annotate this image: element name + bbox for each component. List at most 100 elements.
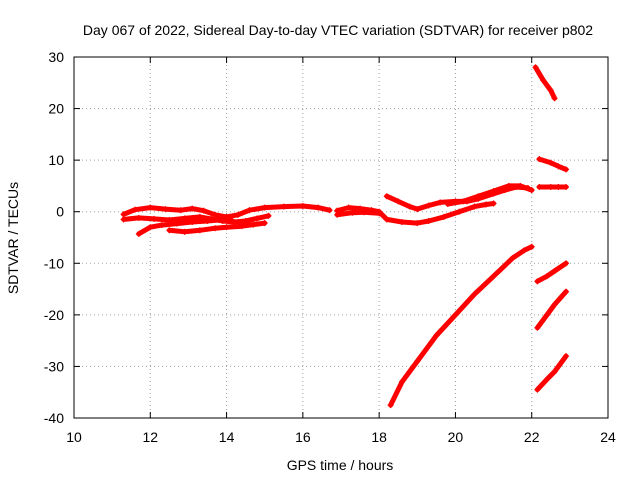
data-series [121,203,333,220]
data-point [315,204,322,211]
data-point [250,221,257,228]
y-tick-label: -20 [44,307,64,323]
data-point [433,332,440,339]
y-tick-label: -10 [44,255,64,271]
data-point [563,260,570,267]
data-point [551,368,558,375]
data-point [387,402,394,409]
data-point [475,193,482,200]
data-point [534,386,541,393]
y-tick-label: -40 [44,410,64,426]
data-point [212,225,219,232]
data-point [563,166,570,173]
data-point [543,376,550,383]
grid-lines [74,57,608,418]
data-series [388,244,535,408]
data-point [242,217,249,224]
data-point [528,243,535,250]
data-point [200,207,207,214]
x-tick-label: 12 [142,429,158,445]
data-point [563,183,570,190]
data-point [414,220,421,227]
data-point [196,227,203,234]
data-point [444,200,451,207]
data-point [540,77,547,84]
data-point [147,224,154,231]
y-tick-label: 30 [48,49,64,65]
data-point [135,214,142,221]
data-point [299,203,306,210]
data-point [534,278,541,285]
data-point [425,202,432,209]
data-point [543,273,550,280]
data-point [147,204,154,211]
data-point [261,220,268,227]
data-series [534,260,569,284]
axis-ticks: 10 12 14 16 18 20 22 24 -40 -30 -20 -10 0 10 20 30 [44,49,616,445]
series-trace [534,353,569,393]
data-point [543,311,550,318]
series-trace [334,209,382,218]
data-point [482,201,489,208]
x-tick-label: 10 [66,429,82,445]
data-point [517,182,524,189]
data-point [162,206,169,213]
data-point [166,227,173,234]
data-point [215,216,222,223]
data-point [181,228,188,235]
x-tick-label: 14 [219,429,235,445]
data-point [414,358,421,365]
data-point [383,193,390,200]
data-series [536,156,569,172]
data-point [196,213,203,220]
data-point [547,183,554,190]
data-point [231,219,238,226]
data-point [547,159,554,166]
data-point [227,215,234,222]
series-trace [533,64,558,101]
chart-title: Day 067 of 2022, Sidereal Day-to-day VTE… [83,22,593,38]
data-point [406,203,413,210]
data-point [132,206,139,213]
data-point [521,247,528,254]
data-point [349,209,356,216]
series-trace [536,156,569,172]
x-tick-label: 16 [295,429,311,445]
y-tick-label: 20 [48,101,64,117]
data-point [440,213,447,220]
data-point [360,209,367,216]
x-tick-label: 20 [448,429,464,445]
y-tick-label: 0 [56,204,64,220]
data-point [235,211,242,218]
data-point [490,200,497,207]
data-point [265,212,272,219]
x-tick-label: 18 [371,429,387,445]
data-point [551,95,558,102]
data-point [563,353,570,360]
data-series [534,289,569,331]
data-point [551,301,558,308]
data-point [460,198,467,205]
data-point [534,324,541,331]
data-point [189,205,196,212]
data-point [383,216,390,223]
series-trace [534,289,569,331]
x-tick-label: 24 [600,429,616,445]
plot-frame [73,56,609,419]
data-point [536,183,543,190]
data-point [471,291,478,298]
data-point [414,206,421,213]
data-point [452,311,459,318]
data-point [334,211,341,218]
data-point [204,217,211,224]
y-tick-label: 10 [48,152,64,168]
data-point [189,219,196,226]
data-point [254,215,261,222]
data-point [120,211,127,218]
data-point [223,224,230,231]
data-series [534,353,569,393]
data-point [280,203,287,210]
data-point [135,230,142,237]
data-point [395,198,402,205]
data-point [212,211,219,218]
